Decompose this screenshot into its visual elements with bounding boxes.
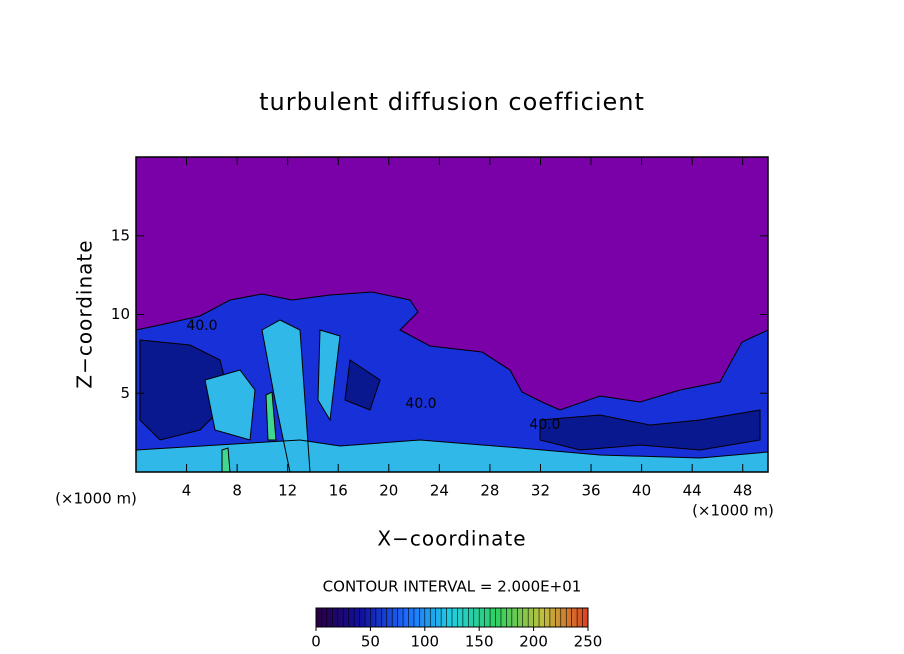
field [136, 157, 768, 472]
chart-title: turbulent diffusion coefficient [259, 88, 645, 116]
x-tick-label: 24 [430, 482, 449, 500]
colorbar-tick-label: 200 [519, 633, 548, 651]
contour-interval: CONTOUR INTERVAL = 2.000E+01 [323, 578, 582, 596]
x-tick-label: 44 [683, 482, 702, 500]
y-axis-label: Z−coordinate [73, 239, 97, 388]
x-tick-label: 40 [632, 482, 651, 500]
x-axis-label: X−coordinate [377, 527, 526, 551]
x-tick-label: 28 [480, 482, 499, 500]
contour-label: 40.0 [405, 396, 436, 412]
x-tick-label: 16 [329, 482, 348, 500]
x-tick-label: 32 [531, 482, 550, 500]
y-tick-label: 15 [111, 226, 130, 244]
x-tick-label: 4 [182, 482, 192, 500]
y-tick-label: 5 [120, 384, 130, 402]
x-tick-label: 36 [581, 482, 600, 500]
colorbar-tick-label: 250 [574, 633, 603, 651]
colorbar-tick-label: 150 [465, 633, 494, 651]
colorbar-tick-label: 50 [361, 633, 380, 651]
x-unit: (×1000 m) [692, 502, 774, 520]
x-tick-label: 12 [278, 482, 297, 500]
colorbar-tick-label: 0 [311, 633, 321, 651]
contour-label: 40.0 [186, 318, 217, 334]
y-unit: (×1000 m) [55, 490, 137, 508]
x-tick-label: 48 [733, 482, 752, 500]
colorbar-tick-label: 100 [410, 633, 439, 651]
x-tick-label: 20 [379, 482, 398, 500]
field-region [221, 391, 277, 472]
x-tick-label: 8 [232, 482, 242, 500]
y-tick-label: 10 [111, 305, 130, 323]
field-region [136, 319, 768, 472]
contour-label: 40.0 [529, 417, 560, 433]
